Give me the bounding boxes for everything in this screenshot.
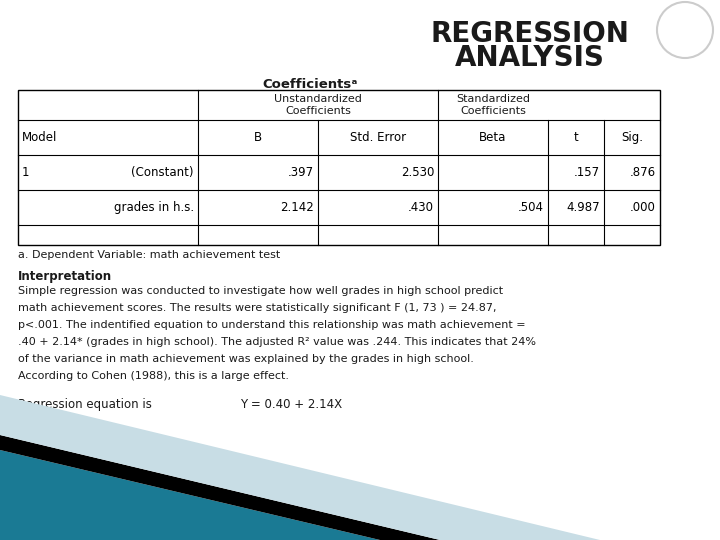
Text: Coefficientsᵃ: Coefficientsᵃ [262,78,358,91]
Text: .000: .000 [630,201,656,214]
Text: 2.530: 2.530 [400,166,434,179]
Text: ANALYSIS: ANALYSIS [455,44,605,72]
Text: (Constant): (Constant) [132,166,194,179]
Text: t: t [574,131,578,144]
Text: Unstandardized
Coefficients: Unstandardized Coefficients [274,94,362,116]
Text: Beta: Beta [480,131,507,144]
Text: Model: Model [22,131,58,144]
Text: math achievement scores. The results were statistically significant F (1, 73 ) =: math achievement scores. The results wer… [18,303,497,313]
Text: 1: 1 [22,166,30,179]
Text: .430: .430 [408,201,434,214]
Text: .157: .157 [574,166,600,179]
Text: REGRESSION: REGRESSION [431,20,629,48]
Text: Interpretation: Interpretation [18,270,112,283]
Polygon shape [0,450,380,540]
Text: Y = 0.40 + 2.14X: Y = 0.40 + 2.14X [240,398,342,411]
Text: Sig.: Sig. [621,131,643,144]
Text: According to Cohen (1988), this is a large effect.: According to Cohen (1988), this is a lar… [18,371,289,381]
Text: .876: .876 [630,166,656,179]
Text: p<.001. The indentified equation to understand this relationship was math achiev: p<.001. The indentified equation to unde… [18,320,526,330]
Text: Std. Error: Std. Error [350,131,406,144]
Text: grades in h.s.: grades in h.s. [114,201,194,214]
Bar [18,90,660,245]
Polygon shape [0,435,440,540]
Text: B: B [254,131,262,144]
Polygon shape [0,395,600,540]
Text: .40 + 2.14* (grades in high school). The adjusted R² value was .244. This indica: .40 + 2.14* (grades in high school). The… [18,337,536,347]
Text: of the variance in math achievement was explained by the grades in high school.: of the variance in math achievement was … [18,354,474,364]
Text: 2.142: 2.142 [280,201,314,214]
Text: Simple regression was conducted to investigate how well grades in high school pr: Simple regression was conducted to inves… [18,286,503,296]
Text: 4.987: 4.987 [567,201,600,214]
Text: a. Dependent Variable: math achievement test: a. Dependent Variable: math achievement … [18,250,280,260]
Text: Regression equation is: Regression equation is [18,398,152,411]
Text: .397: .397 [288,166,314,179]
Text: Standardized
Coefficients: Standardized Coefficients [456,94,530,116]
Text: .504: .504 [518,201,544,214]
